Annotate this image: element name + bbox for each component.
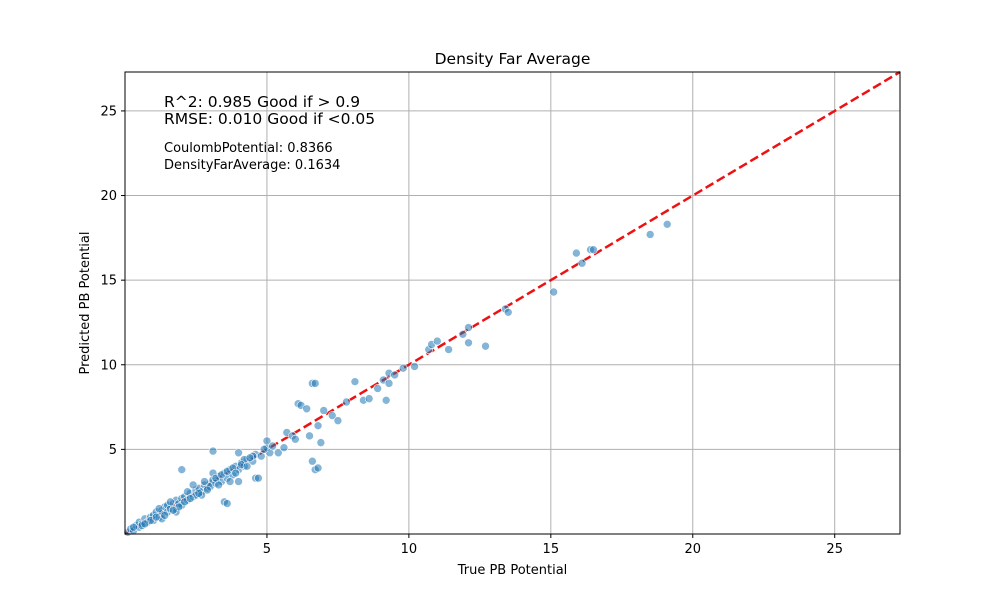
data-point	[333, 416, 343, 425]
y-tick-label: 15	[100, 274, 117, 289]
data-point	[194, 489, 204, 498]
data-point	[481, 341, 490, 351]
data-point	[342, 397, 351, 407]
data-point	[254, 473, 263, 483]
data-point	[589, 245, 598, 254]
y-tick-label: 10	[100, 358, 117, 373]
x-tick-label: 20	[684, 542, 701, 557]
data-point	[185, 494, 195, 503]
data-point	[154, 504, 164, 513]
y-axis-ticks: 5 10 15 20 25	[100, 104, 125, 458]
data-point	[503, 308, 513, 317]
data-point	[203, 485, 212, 495]
data-point	[140, 519, 150, 529]
data-point	[302, 404, 311, 414]
data-point	[572, 248, 581, 258]
data-point	[313, 463, 323, 473]
data-point	[410, 362, 419, 371]
x-axis-label: True PB Potential	[457, 563, 568, 578]
data-point	[168, 506, 178, 515]
data-point	[245, 453, 255, 463]
data-point	[242, 462, 252, 471]
data-point	[390, 370, 399, 380]
r2-annotation: R^2: 0.985 Good if > 0.9	[164, 93, 360, 111]
data-point	[316, 438, 326, 447]
x-tick-label: 15	[543, 542, 560, 557]
data-point	[188, 480, 198, 490]
data-point	[458, 330, 468, 339]
data-point	[398, 363, 408, 373]
x-tick-label: 10	[401, 542, 418, 557]
data-point	[577, 258, 587, 268]
data-point	[464, 338, 473, 348]
x-tick-label: 5	[263, 542, 271, 557]
y-tick-label: 25	[100, 104, 117, 119]
data-point	[259, 445, 269, 454]
data-point	[166, 497, 175, 507]
data-point	[549, 287, 558, 297]
data-point	[350, 377, 360, 386]
x-axis-ticks: 5 10 15 20 25	[263, 534, 843, 557]
data-point	[432, 336, 442, 346]
data-point	[273, 448, 283, 458]
data-point	[373, 384, 382, 393]
data-point	[268, 441, 277, 451]
data-point	[279, 443, 289, 452]
data-point	[231, 468, 241, 478]
data-point	[381, 396, 391, 405]
data-point	[444, 345, 453, 354]
feature-importance-coulomb: CoulombPotential: 0.8366	[164, 141, 333, 156]
feature-importance-density: DensityFarAverage: 0.1634	[164, 158, 340, 173]
x-tick-label: 25	[826, 542, 843, 557]
data-point	[645, 230, 655, 239]
plot-frame	[124, 71, 901, 535]
data-point	[160, 511, 170, 520]
data-point	[129, 522, 138, 532]
data-point	[234, 477, 243, 486]
data-point	[200, 477, 209, 486]
chart-title: Density Far Average	[435, 50, 591, 68]
data-point	[464, 323, 473, 332]
data-point	[384, 379, 394, 388]
data-point	[214, 480, 223, 490]
data-point	[262, 436, 272, 446]
data-point	[177, 465, 187, 474]
y-axis-label: Predicted PB Potential	[78, 232, 93, 375]
data-point	[305, 431, 314, 441]
data-point	[151, 512, 161, 522]
data-point	[234, 448, 243, 458]
data-point	[319, 406, 329, 415]
data-point	[291, 434, 300, 444]
data-point	[208, 446, 218, 456]
data-point	[313, 421, 323, 430]
data-points	[123, 220, 672, 537]
data-point	[327, 411, 337, 420]
data-point	[662, 220, 672, 229]
data-point	[222, 499, 232, 508]
data-point	[308, 456, 317, 466]
y-tick-label: 20	[100, 189, 117, 204]
y-tick-label: 5	[109, 443, 117, 458]
data-point	[310, 379, 320, 388]
data-point	[364, 394, 374, 403]
rmse-annotation: RMSE: 0.010 Good if <0.05	[164, 110, 375, 128]
data-point	[225, 477, 235, 486]
grid-lines	[125, 72, 900, 534]
